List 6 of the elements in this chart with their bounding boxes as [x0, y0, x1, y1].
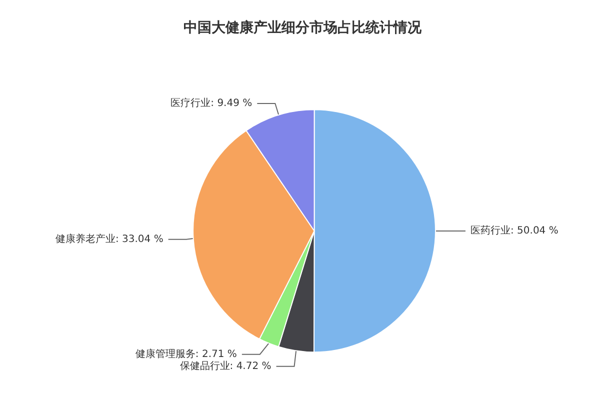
slice-label: 健康管理服务: 2.71 % — [135, 348, 237, 360]
slice-label: 医疗行业: 9.49 % — [170, 97, 252, 110]
slice-label: 保健品行业: 4.72 % — [180, 360, 272, 372]
chart-title: 中国大健康产业细分市场占比统计情况 — [184, 19, 422, 36]
slice-label: 健康养老产业: 33.04 % — [55, 232, 164, 245]
slice-label: 医药行业: 50.04 % — [470, 224, 558, 237]
